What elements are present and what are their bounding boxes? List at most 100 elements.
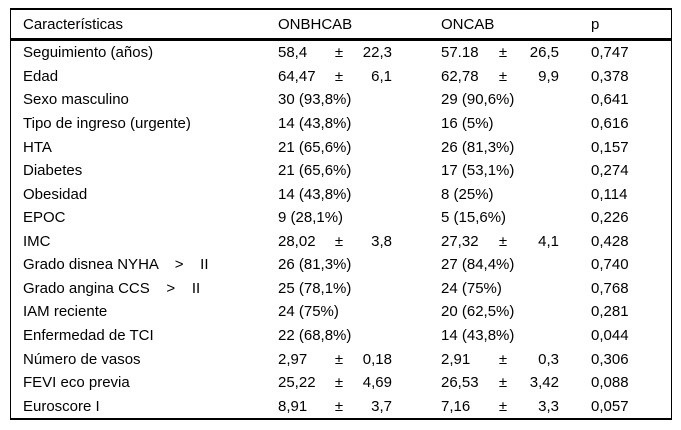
oncab-value-cell: 57.18 ±26,5 [441,44,591,61]
table-row: Euroscore I 8,91 ±3,7 7,16 ±3,3 0,057 [11,394,671,418]
table-row: Obesidad 14 (43,8%) 8 (25%) 0,114 [11,182,671,206]
header-characteristics: Características [23,15,124,33]
oncab-sd: 3,42 [529,374,559,392]
table-row: Diabetes 21 (65,6%) 17 (53,1%) 0,274 [11,159,671,183]
oncab-value-text: 17 (53,1%) [441,162,515,180]
oncab-value-text: 27 (84,4%) [441,256,515,274]
table-row: Número de vasos 2,97 ±0,18 2,91 ±0,3 0,306 [11,347,671,371]
oncab-mean: 7,16 [441,397,471,415]
p-value: 0,740 [591,256,629,274]
oncab-value-cell: 62,78 ±9,9 [441,68,591,85]
p-value: 0,044 [591,327,629,345]
oncab-value-text: 8 (25%) [441,185,494,203]
oncab-value-cell: 17 (53,1%) [441,162,591,179]
onbhcab-value-cell: 2,97 ±0,18 [278,351,441,368]
p-value: 0,157 [591,138,629,156]
oncab-value-cell: 8 (25%) [441,186,591,203]
oncab-mean: 26,53 [441,374,479,392]
table-row: EPOC 9 (28,1%) 5 (15,6%) 0,226 [11,206,671,230]
plus-minus-sign: ± [498,397,508,415]
onbhcab-mean: 2,97 [278,350,308,368]
oncab-value-cell: 27,32 ±4,1 [441,233,591,250]
p-value: 0,088 [591,374,629,392]
plus-minus-sign: ± [498,350,508,368]
onbhcab-value-text: 21 (65,6%) [278,138,352,156]
table-row: Tipo de ingreso (urgente) 14 (43,8%) 16 … [11,112,671,136]
header-p-value: p [591,15,600,33]
onbhcab-value-text: 24 (75%) [278,303,339,321]
onbhcab-value-cell: 22 (68,8%) [278,327,441,344]
oncab-sd: 4,1 [538,232,559,250]
onbhcab-mean: 58,4 [278,44,308,62]
row-label: Número de vasos [23,350,141,368]
oncab-value-text: 26 (81,3%) [441,138,515,156]
onbhcab-value-cell: 14 (43,8%) [278,186,441,203]
table-row: Edad 64,47 ±6,1 62,78 ±9,9 0,378 [11,65,671,89]
oncab-value-text: 29 (90,6%) [441,91,515,109]
onbhcab-value-text: 14 (43,8%) [278,185,352,203]
onbhcab-value-cell: 24 (75%) [278,303,441,320]
plus-minus-sign: ± [498,374,508,392]
table-header-row: Características ONBHCAB ONCAB p [11,10,671,41]
table-row: Sexo masculino 30 (93,8%) 29 (90,6%) 0,6… [11,88,671,112]
row-label: Enfermedad de TCI [23,327,154,345]
oncab-mean: 57.18 [441,44,479,62]
oncab-mean: 27,32 [441,232,479,250]
table-row: FEVI eco previa 25,22 ±4,69 26,53 ±3,42 0,… [11,371,671,395]
onbhcab-value-text: 21 (65,6%) [278,162,352,180]
oncab-value-cell: 14 (43,8%) [441,327,591,344]
p-value: 0,616 [591,114,629,132]
onbhcab-value-cell: 25,22 ±4,69 [278,374,441,391]
oncab-value-cell: 7,16 ±3,3 [441,398,591,415]
plus-minus-sign: ± [334,67,344,85]
onbhcab-sd: 3,7 [371,397,392,415]
onbhcab-value-cell: 25 (78,1%) [278,280,441,297]
onbhcab-sd: 3,8 [371,232,392,250]
row-label: IMC [23,232,51,250]
row-label: FEVI eco previa [23,374,130,392]
onbhcab-mean: 8,91 [278,397,308,415]
row-label: Tipo de ingreso (urgente) [23,114,191,132]
header-onbhcab: ONBHCAB [278,15,353,33]
oncab-value-text: 16 (5%) [441,114,494,132]
onbhcab-mean: 28,02 [278,232,316,250]
row-label: IAM reciente [23,303,108,321]
onbhcab-value-cell: 30 (93,8%) [278,91,441,108]
oncab-value-text: 20 (62,5%) [441,303,515,321]
onbhcab-mean: 64,47 [278,67,316,85]
plus-minus-sign: ± [498,67,508,85]
row-label: Seguimiento (años) [23,44,154,62]
p-value: 0,114 [591,185,628,203]
p-value: 0,747 [591,44,629,62]
onbhcab-value-text: 14 (43,8%) [278,114,352,132]
table-row: Enfermedad de TCI 22 (68,8%) 14 (43,8%) … [11,324,671,348]
onbhcab-value-cell: 9 (28,1%) [278,209,441,226]
plus-minus-sign: ± [334,397,344,415]
oncab-value-cell: 26,53 ±3,42 [441,374,591,391]
p-value: 0,378 [591,67,629,85]
plus-minus-sign: ± [334,232,344,250]
oncab-sd: 0,3 [538,350,559,368]
p-value: 0,306 [591,350,629,368]
plus-minus-sign: ± [334,44,344,62]
p-value: 0,057 [591,397,629,415]
row-label: EPOC [23,209,66,227]
oncab-value-cell: 20 (62,5%) [441,303,591,320]
plus-minus-sign: ± [498,232,508,250]
table-row: Grado disnea NYHA > II 26 (81,3%) 27 (84… [11,253,671,277]
table-body: Seguimiento (años) 58,4 ±22,3 57.18 ±26,5 … [11,41,671,418]
row-label: Euroscore I [23,397,100,415]
plus-minus-sign: ± [334,350,344,368]
row-label: Diabetes [23,162,83,180]
oncab-sd: 26,5 [529,44,559,62]
row-label: Grado disnea NYHA > II [23,256,209,274]
row-label: Sexo masculino [23,91,129,109]
table-row: Grado angina CCS > II 25 (78,1%) 24 (75%… [11,277,671,301]
p-value: 0,281 [591,303,629,321]
table-row: IMC 28,02 ±3,8 27,32 ±4,1 0,428 [11,230,671,254]
table-row: IAM reciente 24 (75%) 20 (62,5%) 0,281 [11,300,671,324]
onbhcab-value-text: 22 (68,8%) [278,327,352,345]
characteristics-table: Características ONBHCAB ONCAB p Seguimie… [10,8,672,420]
row-label: Grado angina CCS > II [23,279,201,297]
